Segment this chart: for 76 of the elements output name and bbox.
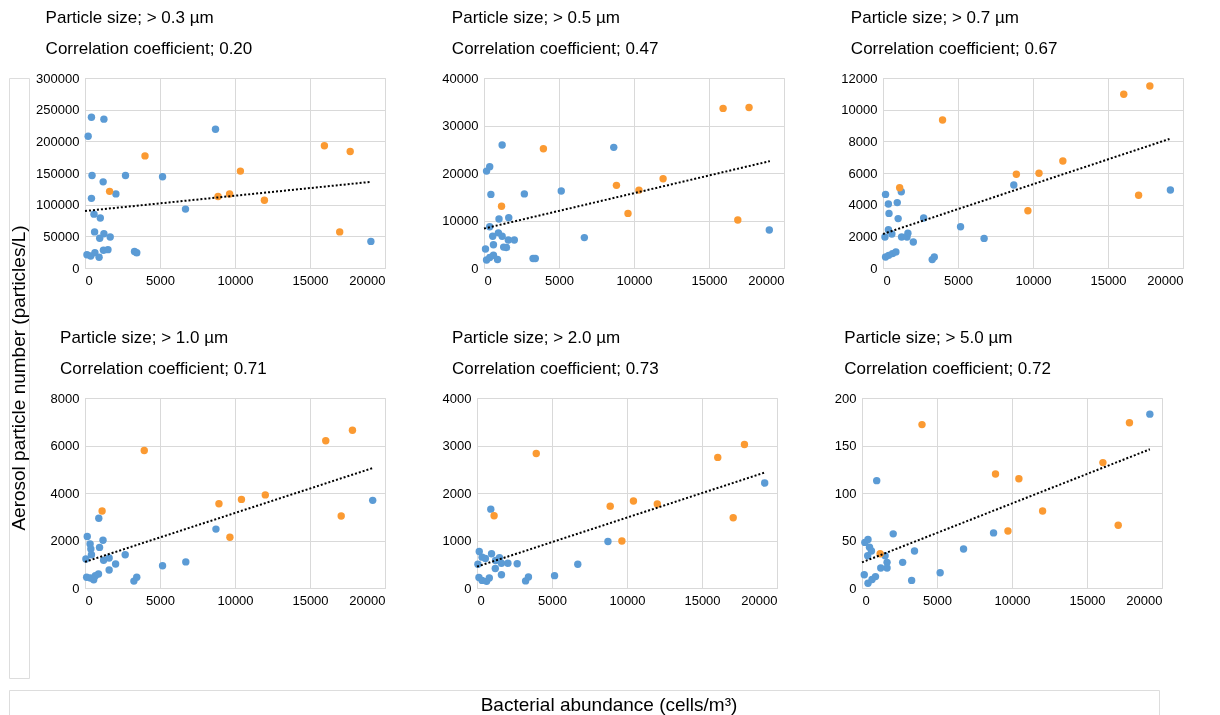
- y-tick-label: 4000: [848, 197, 878, 213]
- chart-title: Particle size; > 2.0 µm: [452, 328, 621, 347]
- y-tick-label: 4000: [50, 485, 80, 501]
- x-tick-label: 5000: [923, 592, 952, 608]
- chart-subtitle: Correlation coefficient; 0.67: [850, 39, 1058, 58]
- y-tick-label: 6000: [50, 438, 80, 453]
- y-tick-label: 10000: [841, 102, 878, 118]
- y-tick-label: 0: [464, 580, 472, 596]
- x-tick-label: 15000: [292, 272, 329, 288]
- y-tick-label: 3000: [442, 438, 472, 453]
- x-tick-label: 15000: [1069, 592, 1106, 608]
- y-tick-label: 250000: [36, 102, 80, 118]
- y-tick-label: 300000: [36, 70, 80, 86]
- y-tick-label: 0: [870, 260, 878, 276]
- y-tick-label: 100000: [36, 197, 80, 213]
- y-tick-label: 0: [72, 260, 80, 276]
- x-tick-label: 10000: [616, 272, 653, 288]
- chart-subtitle: Correlation coefficient; 0.73: [452, 359, 659, 378]
- y-tick-label: 200: [834, 390, 857, 406]
- chart-title: Particle size; > 0.7 µm: [850, 8, 1019, 27]
- x-tick-label: 20000: [1147, 272, 1184, 288]
- x-tick-label: 20000: [1126, 592, 1163, 608]
- y-tick-label: 10000: [442, 213, 479, 228]
- x-tick-label: 20000: [748, 272, 785, 288]
- x-tick-label: 10000: [217, 592, 254, 608]
- x-tick-label: 0: [85, 272, 93, 288]
- chart-subtitle: Correlation coefficient; 0.71: [60, 359, 267, 378]
- x-tick-label: 10000: [609, 592, 646, 608]
- x-tick-label: 5000: [146, 272, 175, 288]
- y-tick-label: 100: [834, 485, 857, 501]
- x-axis-title: Bacterial abundance (cells/m³): [480, 694, 738, 715]
- x-tick-label: 0: [85, 592, 93, 608]
- x-tick-label: 15000: [684, 592, 721, 608]
- y-tick-label: 6000: [848, 165, 878, 181]
- y-tick-label: 50: [842, 533, 857, 548]
- y-tick-label: 200000: [36, 133, 80, 149]
- y-tick-label: 40000: [442, 70, 479, 86]
- x-tick-label: 20000: [741, 592, 778, 608]
- y-tick-label: 8000: [50, 390, 80, 406]
- y-axis-title: Aerosol particle number (particles/L): [8, 225, 29, 531]
- x-tick-label: 5000: [538, 592, 567, 608]
- y-tick-label: 2000: [442, 485, 472, 501]
- chart-subtitle: Correlation coefficient; 0.47: [451, 39, 659, 58]
- x-tick-label: 15000: [1090, 272, 1127, 288]
- x-tick-label: 5000: [146, 592, 175, 608]
- x-tick-label: 5000: [545, 272, 574, 288]
- y-tick-label: 50000: [43, 228, 80, 244]
- y-tick-label: 0: [849, 580, 857, 596]
- chart-subtitle: Correlation coefficient; 0.20: [45, 39, 253, 58]
- y-tick-label: 20000: [442, 165, 479, 181]
- x-tick-label: 20000: [349, 272, 386, 288]
- x-tick-label: 20000: [349, 592, 386, 608]
- chart-title: Particle size; > 0.3 µm: [45, 8, 214, 27]
- y-tick-label: 150000: [36, 165, 80, 181]
- x-tick-label: 15000: [691, 272, 728, 288]
- chart-title: Particle size; > 0.5 µm: [451, 8, 620, 27]
- y-tick-label: 8000: [848, 133, 878, 149]
- y-tick-label: 12000: [841, 70, 878, 86]
- x-tick-label: 0: [883, 272, 891, 288]
- y-tick-label: 30000: [442, 118, 479, 133]
- x-tick-label: 10000: [1015, 272, 1052, 288]
- chart-title: Particle size; > 5.0 µm: [844, 328, 1013, 347]
- y-tick-label: 2000: [50, 533, 80, 548]
- x-tick-label: 0: [484, 272, 492, 288]
- y-tick-label: 1000: [442, 533, 472, 548]
- y-tick-label: 0: [72, 580, 80, 596]
- chart-title: Particle size; > 1.0 µm: [60, 328, 229, 347]
- x-tick-label: 10000: [217, 272, 254, 288]
- chart-subtitle: Correlation coefficient; 0.72: [844, 359, 1051, 378]
- y-tick-label: 150: [834, 438, 857, 453]
- x-tick-label: 5000: [944, 272, 973, 288]
- y-tick-label: 4000: [442, 390, 472, 406]
- y-tick-label: 0: [471, 260, 479, 276]
- x-tick-label: 10000: [994, 592, 1031, 608]
- y-tick-label: 2000: [848, 228, 878, 244]
- x-tick-label: 15000: [292, 592, 329, 608]
